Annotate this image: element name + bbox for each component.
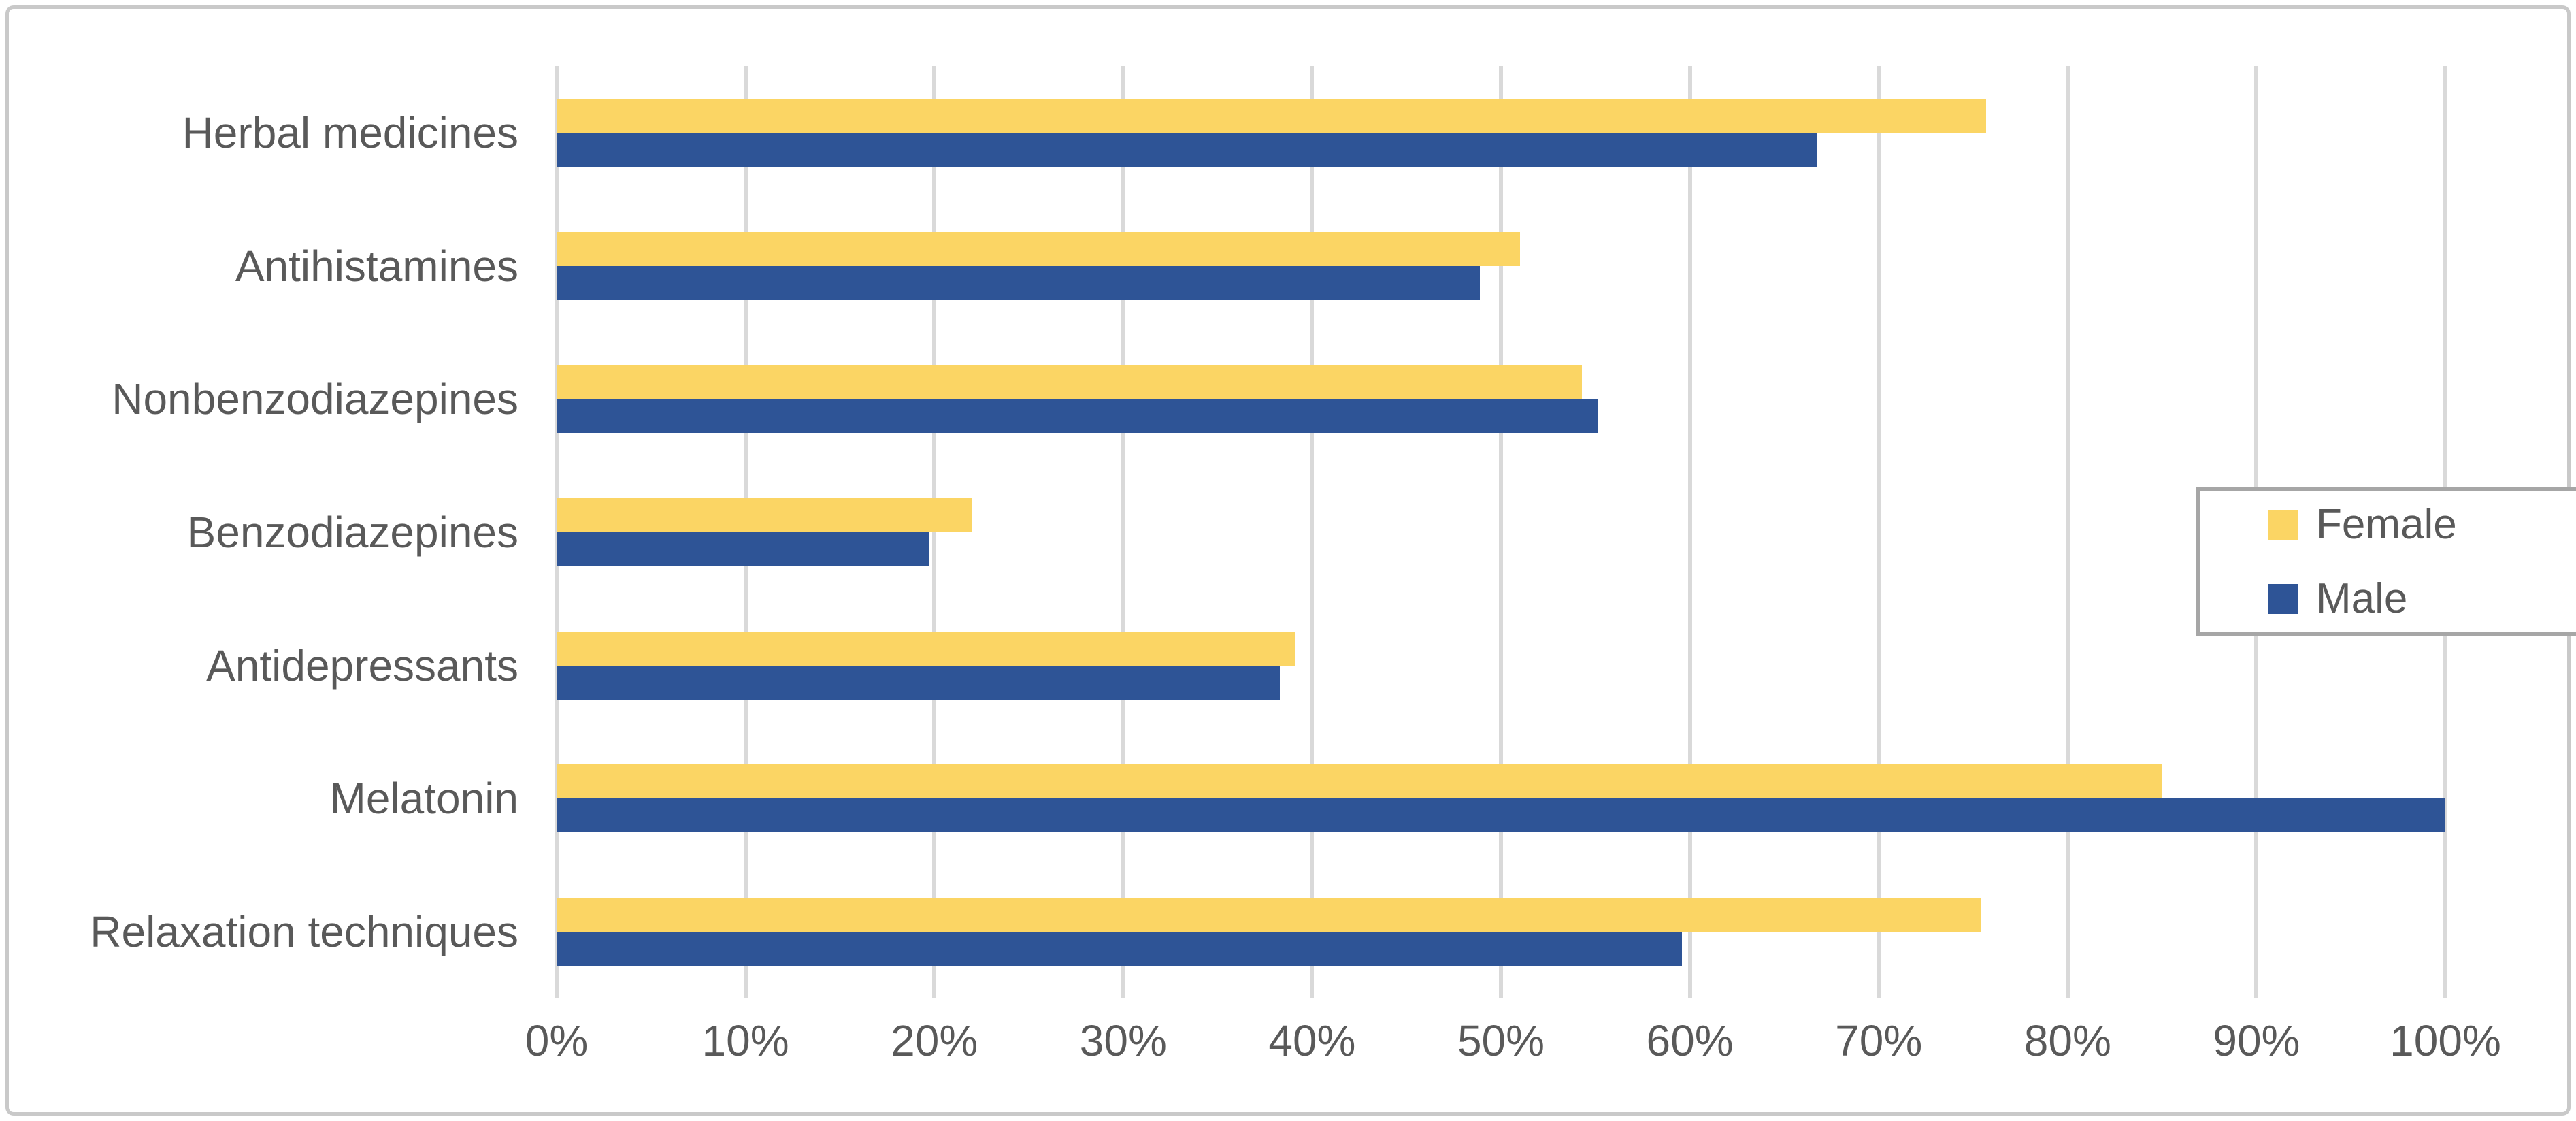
category-label: Relaxation techniques <box>90 907 518 957</box>
x-tick-label: 0% <box>525 1016 589 1065</box>
gridline-40% <box>1310 66 1315 998</box>
bar-male <box>557 798 2445 833</box>
x-tick-label: 70% <box>1835 1016 1923 1065</box>
gridline-30% <box>1121 66 1125 998</box>
bar-row <box>557 865 2445 998</box>
gridline-60% <box>1687 66 1692 998</box>
gridline-80% <box>2065 66 2070 998</box>
bar-row <box>557 732 2445 866</box>
plot-area <box>555 66 2447 998</box>
bar-male <box>557 932 1683 966</box>
y-axis-category-labels: Herbal medicines Antihistamines Nonbenzodi… <box>0 66 518 998</box>
bar-male <box>557 532 929 567</box>
x-tick-label: 100% <box>2390 1016 2501 1065</box>
category-label: Melatonin <box>329 774 519 824</box>
legend-swatch-female <box>2268 509 2298 540</box>
x-tick-label: 60% <box>1646 1016 1734 1065</box>
bar-female <box>557 231 1520 266</box>
legend-swatch-male <box>2268 583 2298 614</box>
category-label: Nonbenzodiazepines <box>112 374 518 424</box>
category-label: Benzodiazepines <box>186 508 518 557</box>
bar-male <box>557 132 1817 167</box>
bar-female <box>557 498 972 533</box>
x-tick-label: 20% <box>891 1016 978 1065</box>
bar-male <box>557 665 1281 700</box>
bar-row <box>557 199 2445 333</box>
legend-entry-male: Male <box>2268 574 2576 623</box>
bar-rows-layer <box>557 66 2445 998</box>
bar-female <box>557 898 1981 932</box>
bar-female <box>557 98 1987 133</box>
gridline-70% <box>1877 66 1881 998</box>
category-label: Antidepressants <box>206 640 518 690</box>
category-label: Herbal medicines <box>182 108 518 157</box>
x-tick-label: 10% <box>701 1016 789 1065</box>
bar-female <box>557 365 1583 400</box>
bar-row <box>557 599 2445 732</box>
legend-label-male: Male <box>2316 575 2408 622</box>
legend-box: Female Male <box>2196 487 2576 636</box>
legend-entry-female: Female <box>2268 500 2576 549</box>
x-tick-label: 30% <box>1079 1016 1167 1065</box>
bar-male <box>557 265 1481 300</box>
bar-male <box>557 399 1598 434</box>
x-tick-label: 80% <box>2024 1016 2111 1065</box>
bar-row <box>557 66 2445 199</box>
gridline-50% <box>1499 66 1503 998</box>
legend-label-female: Female <box>2316 501 2457 548</box>
bar-row <box>557 332 2445 466</box>
bar-female <box>557 764 2162 799</box>
x-tick-label: 90% <box>2213 1016 2300 1065</box>
bar-female <box>557 631 1295 666</box>
x-tick-label: 50% <box>1457 1016 1545 1065</box>
category-label: Antihistamines <box>235 241 518 291</box>
x-tick-label: 40% <box>1268 1016 1356 1065</box>
bar-row <box>557 466 2445 599</box>
